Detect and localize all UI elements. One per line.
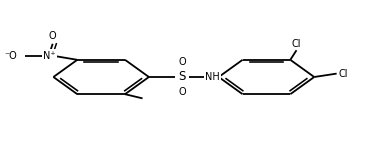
Text: Cl: Cl [339, 69, 348, 79]
Text: NH: NH [205, 72, 219, 82]
Text: O: O [49, 31, 57, 41]
Text: O: O [178, 87, 186, 97]
Text: O: O [178, 57, 186, 67]
Text: S: S [178, 71, 186, 83]
Text: ⁻O: ⁻O [4, 51, 17, 61]
Text: N⁺: N⁺ [43, 51, 56, 61]
Text: Cl: Cl [292, 39, 301, 49]
